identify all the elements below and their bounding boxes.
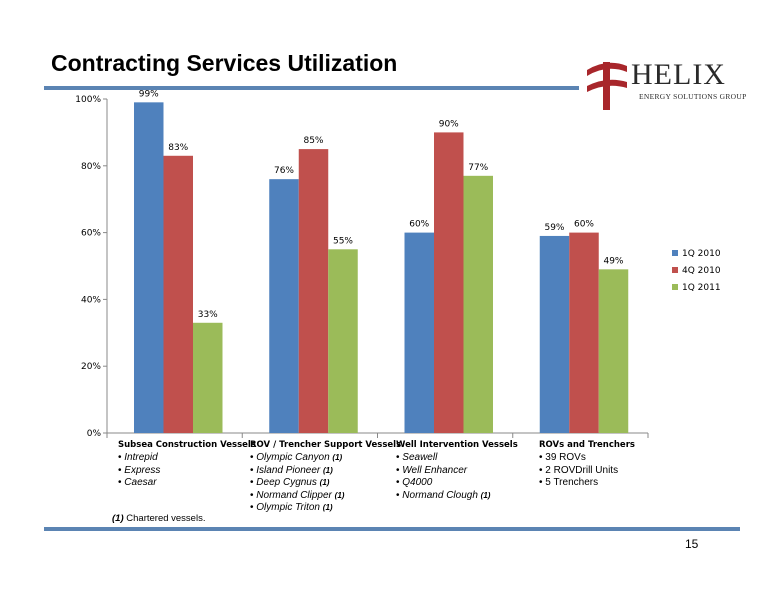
asset-list-item: • 5 Trenchers: [539, 477, 599, 488]
asset-list-item: • Well Enhancer: [396, 464, 468, 476]
footer-divider: [44, 527, 740, 531]
legend-label: 1Q 2010: [682, 249, 721, 259]
asset-name: Olympic Canyon: [256, 452, 330, 463]
footnote: (1) Chartered vessels.: [112, 513, 205, 524]
y-tick-label: 60%: [81, 229, 101, 239]
asset-name: Normand Clipper: [256, 489, 332, 501]
data-label: 60%: [574, 220, 594, 230]
bar-1-2: [269, 179, 299, 433]
bar-1-3: [404, 232, 434, 433]
utilization-bar-chart: 0% 20% 40% 60% 80% 100% 99% 76% 60% 59% 83% 85% 90% 6…: [75, 89, 721, 439]
legend-swatch: [672, 284, 678, 290]
slide-title: Contracting Services Utilization: [51, 50, 398, 76]
asset-name: Q4000: [402, 477, 433, 488]
asset-name: Express: [124, 464, 161, 476]
bar-2-4: [569, 232, 599, 433]
data-label: 60%: [409, 220, 429, 230]
legend-label: 1Q 2011: [682, 283, 721, 293]
asset-list-item: • Deep Cygnus (1): [250, 477, 330, 488]
asset-name: Normand Clough: [402, 489, 478, 501]
asset-list-item: • Caesar: [118, 477, 157, 488]
y-tick-label: 0%: [87, 429, 102, 439]
legend-swatch: [672, 250, 678, 256]
chartered-note: (1): [319, 478, 330, 487]
x-category-label: Well Intervention Vessels: [396, 440, 518, 450]
data-label: 90%: [439, 119, 459, 129]
helix-emblem-icon: [587, 62, 627, 110]
asset-name: 5 Trenchers: [545, 477, 599, 488]
bar-3-4: [598, 269, 629, 433]
data-label: 33%: [198, 310, 218, 320]
legend-label: 4Q 2010: [682, 266, 721, 276]
asset-list-item: • Seawell: [396, 452, 438, 463]
asset-list-item: • Intrepid: [118, 452, 158, 463]
asset-list: • Seawell • Well Enhancer • Q4000 • Normand…: [396, 452, 530, 502]
chartered-note: (1): [323, 465, 333, 475]
asset-list: • Olympic Canyon (1) • Island Pioneer (1)…: [250, 452, 384, 515]
category-column: ROVs and Trenchers • 39 ROVs • 2 ROVDrill …: [539, 440, 673, 490]
category-column: Well Intervention Vessels • Seawell • Well…: [396, 440, 530, 502]
data-label: 77%: [468, 163, 488, 173]
asset-name: Well Enhancer: [402, 464, 468, 476]
category-column: ROV / Trencher Support Vessels • Olympic …: [250, 440, 402, 515]
chartered-note: (1): [322, 503, 333, 512]
asset-name: Intrepid: [124, 452, 158, 463]
bar-2-3: [434, 132, 464, 433]
data-label: 55%: [333, 236, 353, 246]
data-label: 83%: [168, 143, 188, 153]
y-tick-label: 20%: [81, 362, 101, 372]
asset-list-item: • Express: [118, 464, 161, 476]
asset-name: Deep Cygnus: [256, 477, 317, 488]
asset-list-item: • Normand Clipper (1): [250, 489, 345, 501]
logo-tagline: ENERGY SOLUTIONS GROUP: [639, 92, 747, 101]
logo-wordmark: HELIX: [631, 58, 726, 91]
asset-name: 2 ROVDrill Units: [545, 464, 619, 476]
y-tick-label: 100%: [75, 95, 101, 105]
chartered-note: (1): [334, 490, 345, 500]
asset-name: Olympic Triton: [256, 502, 320, 513]
y-tick-label: 80%: [81, 162, 101, 172]
data-label: 49%: [603, 256, 623, 266]
data-label: 85%: [303, 136, 323, 146]
asset-name: Seawell: [402, 452, 438, 463]
bar-3-1: [193, 322, 223, 433]
bar-2-1: [163, 155, 193, 433]
asset-list-item: • 2 ROVDrill Units: [539, 464, 619, 476]
asset-list-item: • Island Pioneer (1): [250, 464, 333, 476]
chartered-note: (1): [480, 490, 491, 500]
bar-2-2: [298, 149, 329, 433]
asset-list: • Intrepid • Express • Caesar: [118, 452, 252, 490]
asset-name: Caesar: [124, 477, 157, 488]
data-label: 59%: [544, 223, 564, 233]
data-label: 99%: [139, 89, 159, 99]
asset-list-item: • Olympic Triton (1): [250, 502, 333, 513]
asset-list: • 39 ROVs • 2 ROVDrill Units • 5 Trenchers: [539, 452, 673, 490]
data-label: 76%: [274, 166, 294, 176]
footnote-text: Chartered vessels.: [126, 513, 206, 524]
asset-name: 39 ROVs: [545, 452, 586, 463]
bar-1-1: [134, 102, 164, 433]
page-number: 15: [685, 537, 699, 551]
bar-3-3: [463, 175, 493, 433]
x-category-label: Subsea Construction Vessels: [118, 440, 256, 450]
x-category-label: ROV / Trencher Support Vessels: [250, 440, 402, 450]
bar-3-2: [328, 249, 358, 433]
helix-logo: HELIX ENERGY SOLUTIONS GROUP: [583, 56, 746, 112]
legend-swatch: [672, 267, 678, 273]
chartered-note: (1): [332, 453, 343, 462]
y-tick-label: 40%: [81, 295, 101, 305]
asset-list-item: • Normand Clough (1): [396, 489, 491, 501]
asset-list-item: • Olympic Canyon (1): [250, 452, 343, 463]
asset-name: Island Pioneer: [256, 464, 321, 476]
bar-1-4: [539, 235, 570, 433]
asset-list-item: • Q4000: [396, 477, 433, 488]
asset-list-item: • 39 ROVs: [539, 452, 586, 463]
x-category-label: ROVs and Trenchers: [539, 440, 635, 450]
title-divider: [44, 86, 579, 90]
footnote-marker: (1): [112, 513, 124, 524]
category-column: Subsea Construction Vessels • Intrepid • E…: [118, 440, 256, 490]
